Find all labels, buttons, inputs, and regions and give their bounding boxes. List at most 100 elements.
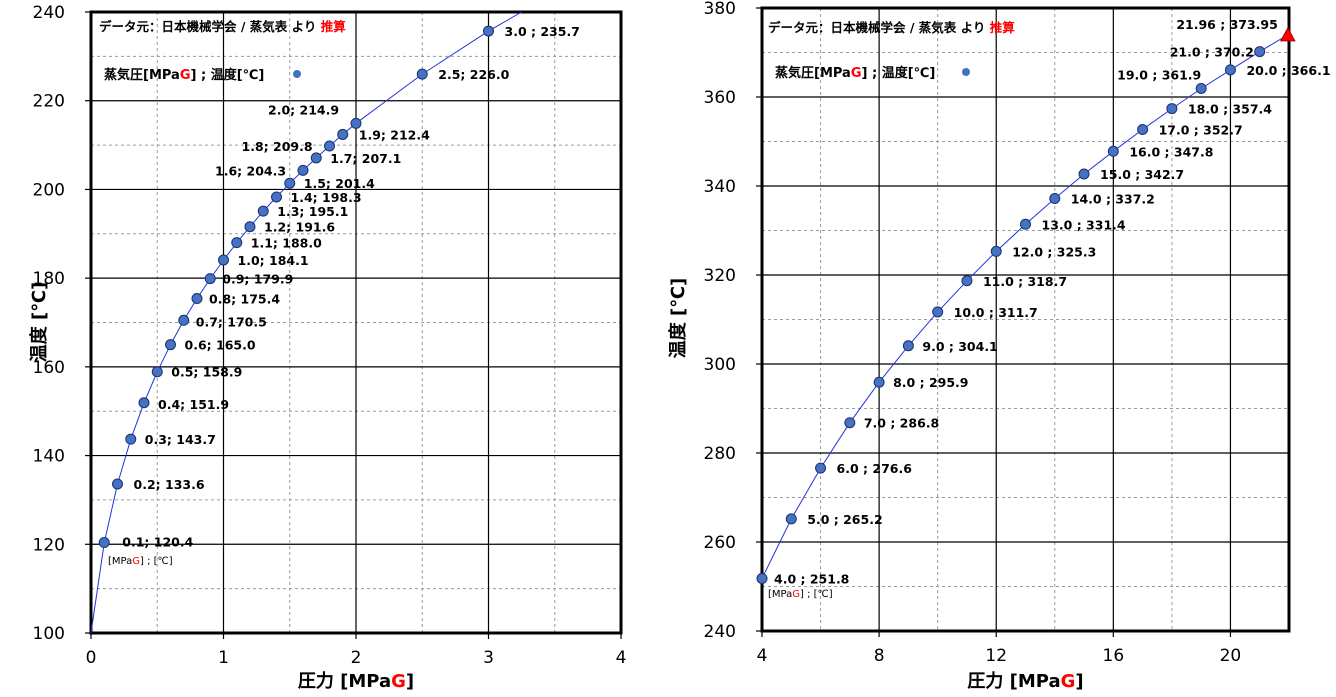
data-point [416,68,428,80]
data-point [1137,123,1149,135]
data-label: 8.0 ; 295.9 [893,375,968,390]
y-tick-label: 260 [704,533,736,553]
data-point [756,572,768,584]
data-label: 7.0 ; 286.8 [864,416,939,431]
y-tick-label: 100 [33,624,65,644]
data-label: 1.3; 195.1 [277,204,348,219]
x-tick-label: 4 [757,646,768,666]
data-label: 18.0 ; 357.4 [1188,102,1272,117]
critical-point-marker [1279,26,1296,42]
y-tick-label: 280 [704,444,736,464]
unit-hint-end: ] ; [℃] [140,556,173,567]
source-note-estimate: 推算 [990,20,1016,35]
data-point [350,117,362,129]
data-point [873,376,885,388]
y-tick-label: 180 [33,269,65,289]
source-note: データ元：日本機械学会 / 蒸気表 より 推算 [99,19,346,34]
data-point [961,275,973,287]
y-tick-label: 140 [33,447,65,467]
data-point [151,366,163,378]
unit-hint-gauge: G [792,589,800,600]
unit-hint-end: ] ; [℃] [800,589,833,600]
data-point [932,306,944,318]
data-label: 14.0 ; 337.2 [1071,191,1155,206]
y-tick-label: 220 [33,92,65,112]
data-point [1107,145,1119,157]
data-point [1166,103,1178,115]
legend-marker [293,70,301,78]
x-axis-label-end: ] [1075,671,1083,692]
data-point [218,254,229,266]
unit-hint-gauge: G [132,556,140,567]
plot-frame [760,6,1291,633]
y-tick-label: 200 [33,180,65,200]
data-point [1254,46,1266,58]
x-tick-label: 1 [218,648,229,668]
data-label: 16.0 ; 347.8 [1129,144,1213,159]
data-label: 0.2; 133.6 [134,477,205,492]
y-tick-label: 240 [704,622,736,642]
data-point [297,164,309,176]
data-label: 19.0 ; 361.9 [1117,68,1201,83]
x-axis-label-main: 圧力 [MPa [967,671,1060,692]
data-point [271,191,282,203]
data-point [244,221,256,233]
data-label: 1.9; 212.4 [359,127,430,142]
data-point [1224,64,1236,76]
y-tick-label: 160 [33,358,65,378]
data-label: 1.1; 188.0 [251,236,322,251]
x-axis-label-gauge: G [1061,671,1076,692]
unit-hint-main: [MPa [768,589,792,600]
x-tick-label: 12 [985,646,1007,666]
data-point [902,340,914,352]
data-point [990,245,1002,257]
data-label: 0.7; 170.5 [196,314,267,329]
data-point [483,25,494,37]
y-tick-label: 360 [704,88,736,108]
data-point [98,537,110,549]
source-note-estimate: 推算 [321,19,347,34]
data-point [284,177,296,189]
data-label: 1.6; 204.3 [215,163,286,178]
data-label: 0.8; 175.4 [209,292,280,307]
y-tick-label: 120 [33,535,65,555]
data-point [785,513,797,525]
data-point [1078,168,1090,180]
data-point [1195,83,1207,95]
data-point [310,152,322,164]
legend-label: 蒸気圧[MPaG] ; 温度[℃] [104,67,264,83]
data-label: 0.5; 158.9 [171,365,242,380]
x-tick-label: 4 [616,648,627,668]
legend-label-gauge: G [851,66,862,81]
unit-hint: [MPaG] ; [℃] [768,589,833,600]
x-tick-label: 3 [483,648,494,668]
y-tick-label: 380 [704,0,736,19]
data-label: 0.3; 143.7 [145,432,216,447]
data-point [191,293,203,305]
x-axis-label-gauge: G [391,671,406,692]
data-label: 0.4; 151.9 [158,397,229,412]
data-label: 0.6; 165.0 [185,338,256,353]
data-label: 5.0 ; 265.2 [807,512,882,527]
y-tick-label: 240 [33,3,65,23]
data-point [112,478,123,490]
legend-label-main: 蒸気圧[MPa [775,65,851,81]
x-axis-label-end: ] [406,671,414,692]
y-axis-label: 温度 [℃] [28,282,50,363]
x-axis-label-main: 圧力 [MPa [298,671,391,692]
data-label: 4.0 ; 251.8 [774,571,849,586]
y-tick-label: 320 [704,266,736,286]
x-axis-label: 圧力 [MPaG] [298,671,414,692]
data-label: 1.2; 191.6 [264,220,335,235]
source-note-text: データ元：日本機械学会 / 蒸気表 より [768,20,990,35]
data-label: 15.0 ; 342.7 [1100,167,1184,182]
x-tick-label: 0 [86,648,97,668]
source-note: データ元：日本機械学会 / 蒸気表 より 推算 [768,20,1015,35]
data-label: 10.0 ; 311.7 [954,305,1038,320]
data-label: 1.7; 207.1 [330,151,401,166]
x-axis-label: 圧力 [MPaG] [967,671,1083,692]
data-point [178,314,190,326]
legend-label-end: ] ; 温度[℃] [862,65,936,81]
